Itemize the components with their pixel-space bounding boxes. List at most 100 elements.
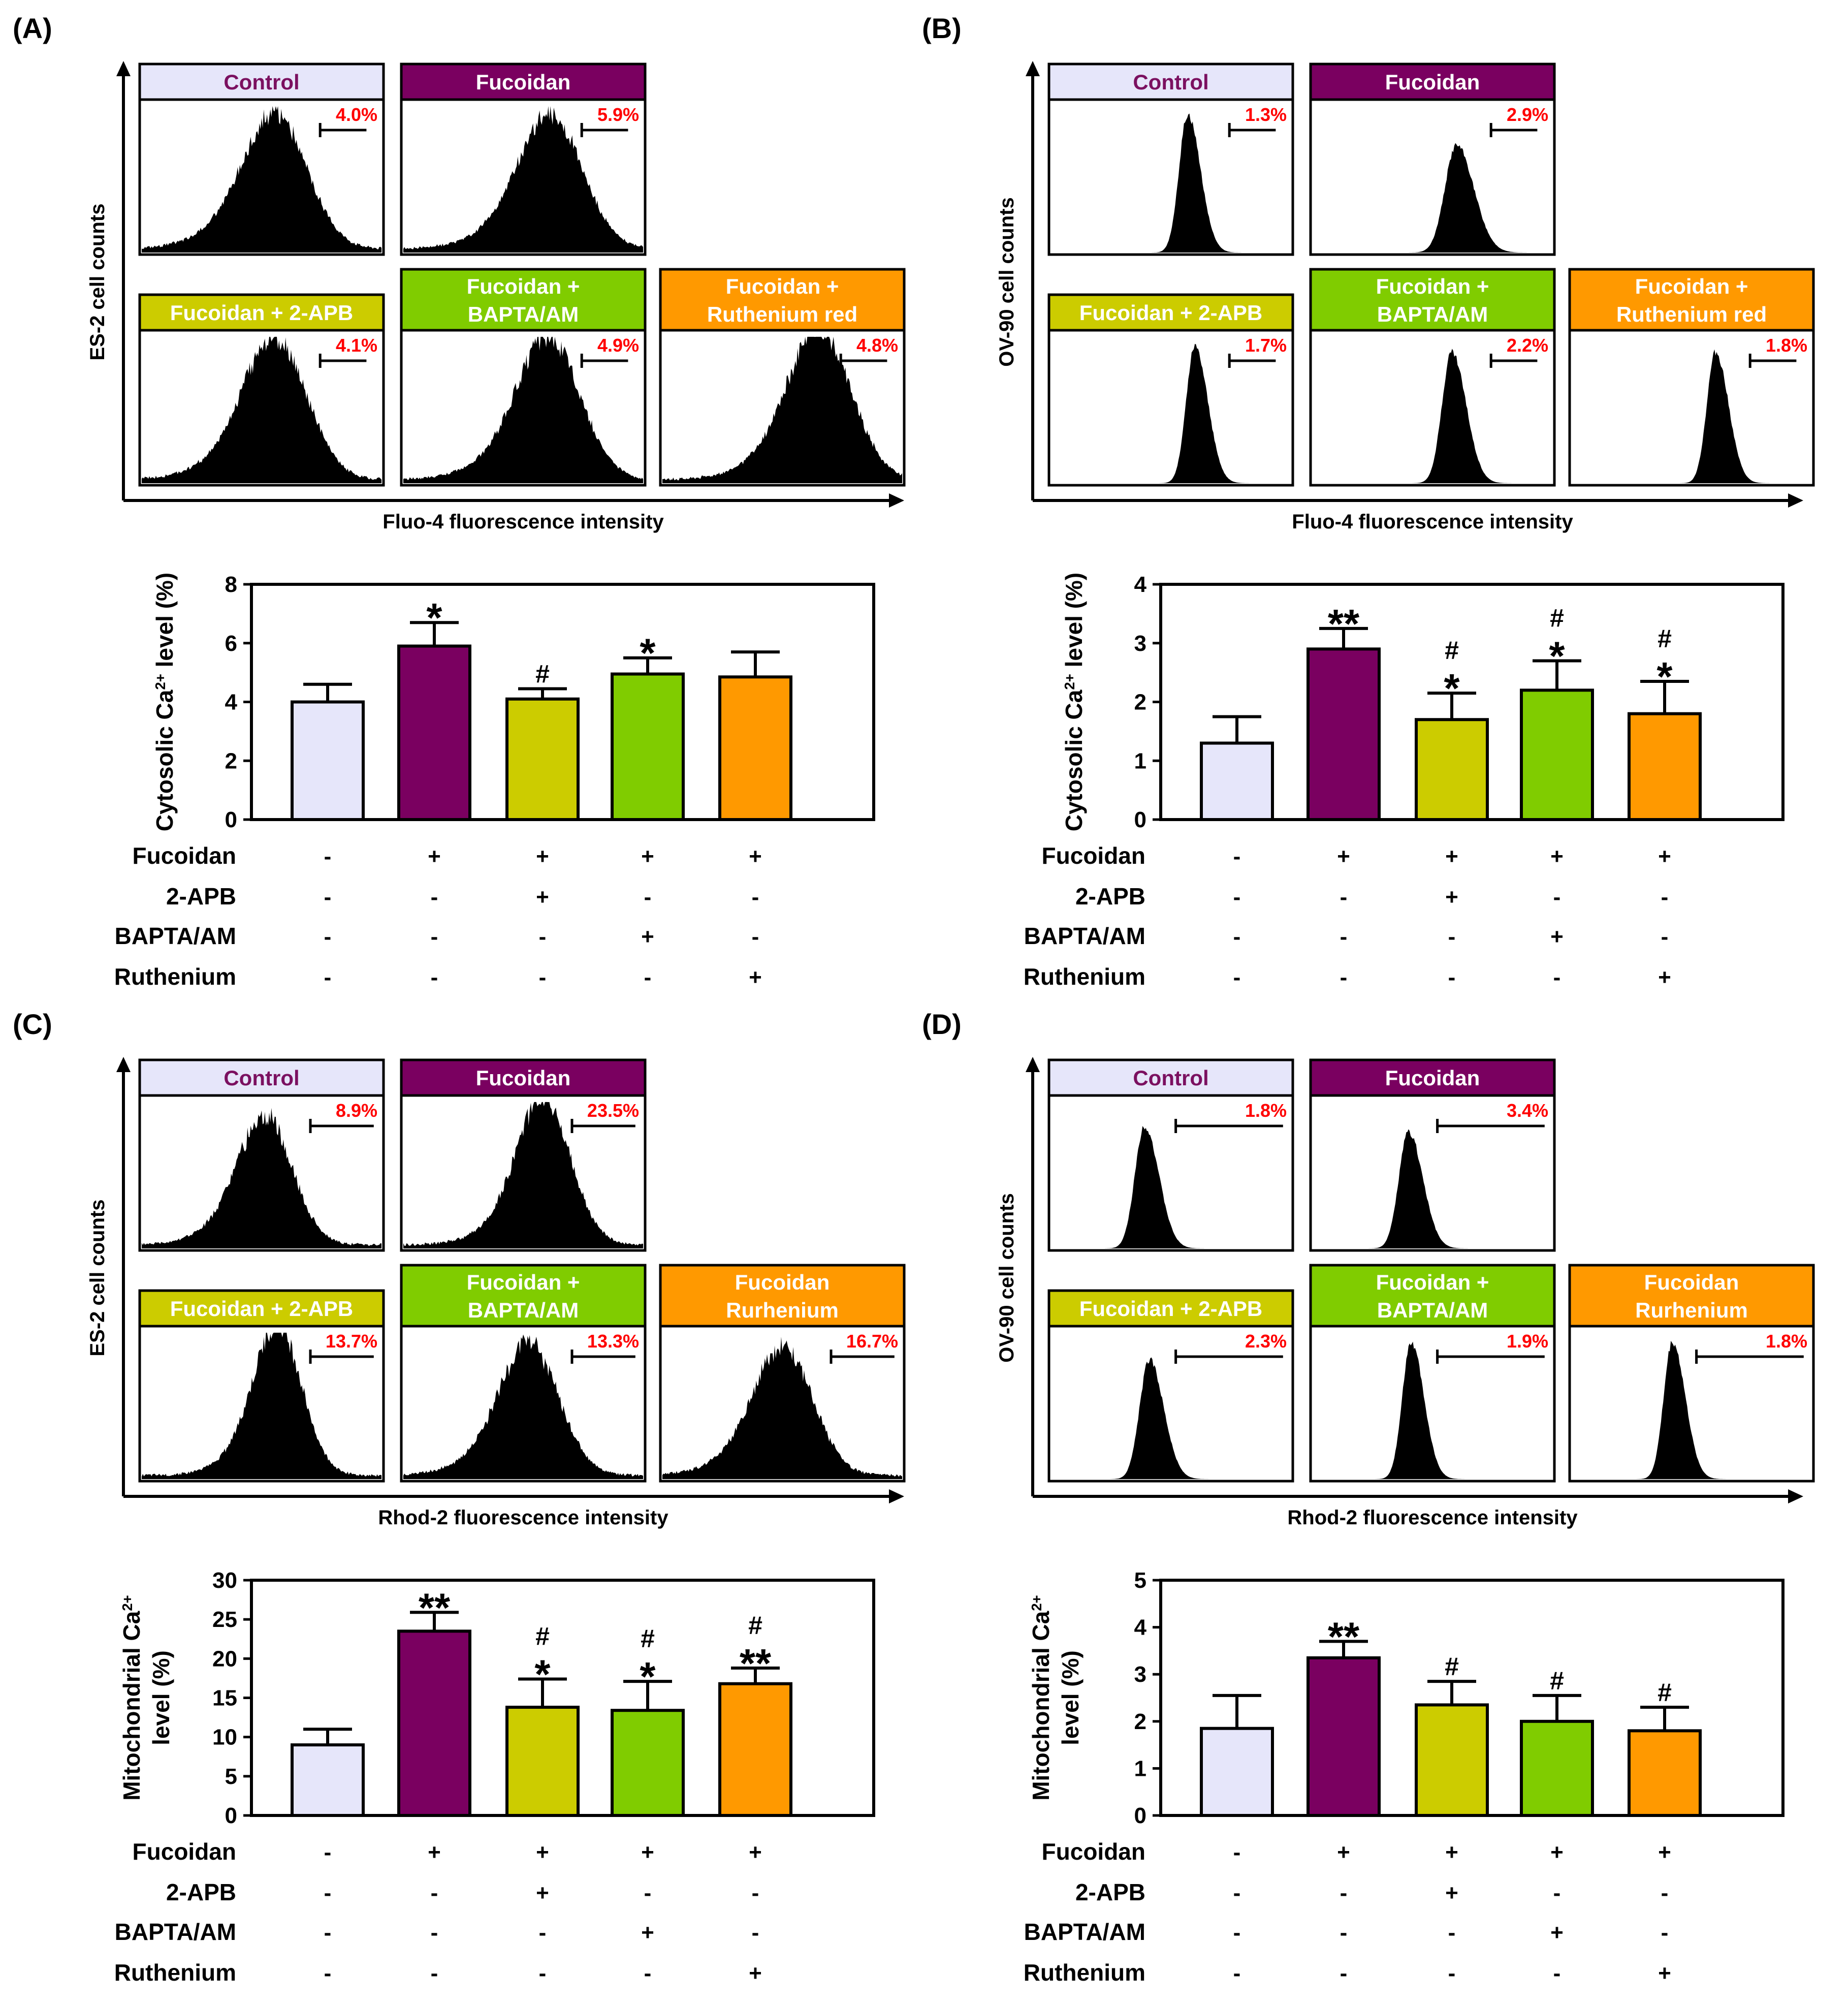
histogram-title: Fucoidan + — [1635, 274, 1748, 298]
treatment-label: Fucoidan — [133, 1838, 236, 1865]
histogram-2: Fucoidan + 2-APB 4.1% — [138, 293, 385, 487]
histogram-title: Control — [1133, 1066, 1208, 1090]
treatment-sign: - — [431, 965, 438, 990]
histogram-title-box — [659, 1264, 906, 1328]
treatment-sign: - — [644, 885, 652, 910]
treatment-label: 2-APB — [166, 883, 236, 910]
histogram-title: Fucoidan + 2-APB — [170, 1297, 354, 1321]
bar-2 — [505, 1706, 580, 1817]
y-axis-label: Cytosolic Ca2+ level (%) — [1061, 573, 1087, 832]
y-tick-label: 3 — [1134, 1662, 1146, 1687]
y-tick-label: 20 — [212, 1646, 237, 1671]
fluorescence-axis-label: Fluo-4 fluorescence intensity — [1292, 511, 1573, 533]
flow-axes: ES-2 cell counts Fluo-4 fluorescence inte… — [86, 61, 904, 533]
treatment-sign: + — [1445, 1840, 1458, 1865]
treatment-sign: - — [431, 924, 438, 949]
y-tick-label: 8 — [225, 572, 237, 597]
treatment-sign: - — [1233, 1880, 1241, 1905]
histogram-title: Ruthenium red — [707, 302, 857, 326]
gate-percentage: 4.0% — [336, 104, 377, 125]
treatment-sign: - — [324, 924, 332, 949]
gate-percentage: 8.9% — [336, 1100, 377, 1121]
treatment-sign: - — [1553, 1880, 1561, 1905]
treatment-sign: - — [752, 1920, 759, 1945]
histogram-plot-frame — [1568, 329, 1815, 487]
histogram-title-box — [138, 1058, 385, 1097]
panel-d: (D) OV-90 cell counts Rhod-2 fluorescence … — [922, 1008, 1815, 1986]
treatment-sign: + — [428, 844, 441, 869]
treatment-sign: - — [324, 885, 332, 910]
histogram-title-box — [1309, 1264, 1556, 1328]
treatment-label: Ruthenium — [114, 1959, 236, 1986]
histogram-distribution — [1313, 1129, 1552, 1248]
gate-percentage: 2.3% — [1245, 1331, 1287, 1352]
flow-axes: OV-90 cell counts Rhod-2 fluorescence int… — [996, 1057, 1803, 1529]
histogram-plot-frame — [1047, 329, 1294, 487]
bar-1 — [397, 1629, 471, 1817]
treatment-sign: + — [536, 1880, 549, 1905]
y-tick-label: 1 — [1134, 1756, 1146, 1781]
histogram-3: Fucoidan + BAPTA/AM 1.9% — [1309, 1264, 1556, 1483]
histogram-title-box — [400, 62, 647, 101]
histogram-3: Fucoidan + BAPTA/AM 4.9% — [400, 268, 647, 487]
histogram-title: Fucoidan — [1644, 1270, 1739, 1294]
treatment-label: 2-APB — [1075, 1879, 1145, 1905]
treatment-sign: - — [1448, 1961, 1456, 1986]
treatment-table: Fucoidan - + + + +2-APB - - + - - BAPTA/AM - - - + - Ruth… — [1024, 1838, 1671, 1986]
gate-percentage: 4.8% — [856, 335, 898, 356]
significance-hash: # — [535, 1622, 550, 1650]
histogram-1: Fucoidan 3.4% — [1309, 1058, 1556, 1252]
bar-0 — [291, 700, 365, 821]
bar-3 — [611, 1709, 685, 1817]
significance-star: ** — [419, 1585, 451, 1630]
treatment-sign: + — [749, 1961, 762, 1986]
histogram-title: Ruthenium red — [1616, 302, 1767, 326]
histogram-title: Fucoidan — [476, 1066, 571, 1090]
gate-percentage: 13.3% — [587, 1331, 639, 1352]
histogram-distribution — [1572, 1340, 1811, 1479]
bar-0 — [291, 1743, 365, 1817]
gate-percentage: 4.9% — [597, 335, 639, 356]
flow-axes: OV-90 cell counts Fluo-4 fluorescence int… — [996, 61, 1803, 533]
significance-hash: # — [1550, 604, 1564, 632]
significance-hash: # — [1445, 636, 1459, 665]
histogram-title-box — [400, 1264, 647, 1328]
y-axis-arrow — [1026, 1057, 1040, 1072]
histogram-3: Fucoidan + BAPTA/AM 2.2% — [1309, 268, 1556, 487]
gate-percentage: 5.9% — [597, 104, 639, 125]
treatment-sign: - — [1340, 965, 1348, 990]
treatment-label: Ruthenium — [114, 963, 236, 990]
histogram-4: Fucoidan Rurhenium 1.8% — [1568, 1264, 1815, 1483]
panel-letter: (B) — [922, 12, 962, 44]
histogram-2: Fucoidan + 2-APB 13.7% — [138, 1289, 385, 1483]
histogram-title-box — [138, 62, 385, 101]
treatment-sign: - — [1233, 844, 1241, 869]
y-axis-label: Mitochondrial Ca2+ — [118, 1595, 145, 1801]
histogram-title: Fucoidan + 2-APB — [170, 301, 354, 325]
histogram-title: BAPTA/AM — [1377, 1298, 1488, 1322]
treatment-sign: - — [431, 1880, 438, 1905]
y-axis-arrow — [1026, 61, 1040, 76]
bar-3 — [1520, 1719, 1594, 1817]
treatment-sign: - — [1233, 1920, 1241, 1945]
bar-0 — [1200, 1727, 1274, 1817]
treatment-sign: + — [641, 924, 654, 949]
treatment-table: Fucoidan - + + + +2-APB - - + - - BAPTA/AM - - - + - Ruth… — [114, 842, 762, 990]
treatment-sign: - — [324, 1840, 332, 1865]
treatment-sign: - — [1340, 924, 1348, 949]
histogram-0: Control 8.9% — [138, 1058, 385, 1252]
histogram-title: Rurhenium — [726, 1298, 839, 1322]
bar-2 — [505, 697, 580, 822]
histogram-title: BAPTA/AM — [468, 302, 579, 326]
treatment-sign: + — [641, 1920, 654, 1945]
treatment-sign: - — [324, 965, 332, 990]
histogram-title-box — [138, 293, 385, 332]
histogram-plot-frame — [1309, 329, 1556, 487]
y-tick-label: 10 — [212, 1725, 237, 1750]
treatment-sign: - — [1448, 924, 1456, 949]
gate-percentage: 1.3% — [1245, 104, 1287, 125]
treatment-sign: - — [1448, 1920, 1456, 1945]
significance-star: ** — [1328, 601, 1360, 646]
histogram-distribution — [403, 106, 643, 253]
